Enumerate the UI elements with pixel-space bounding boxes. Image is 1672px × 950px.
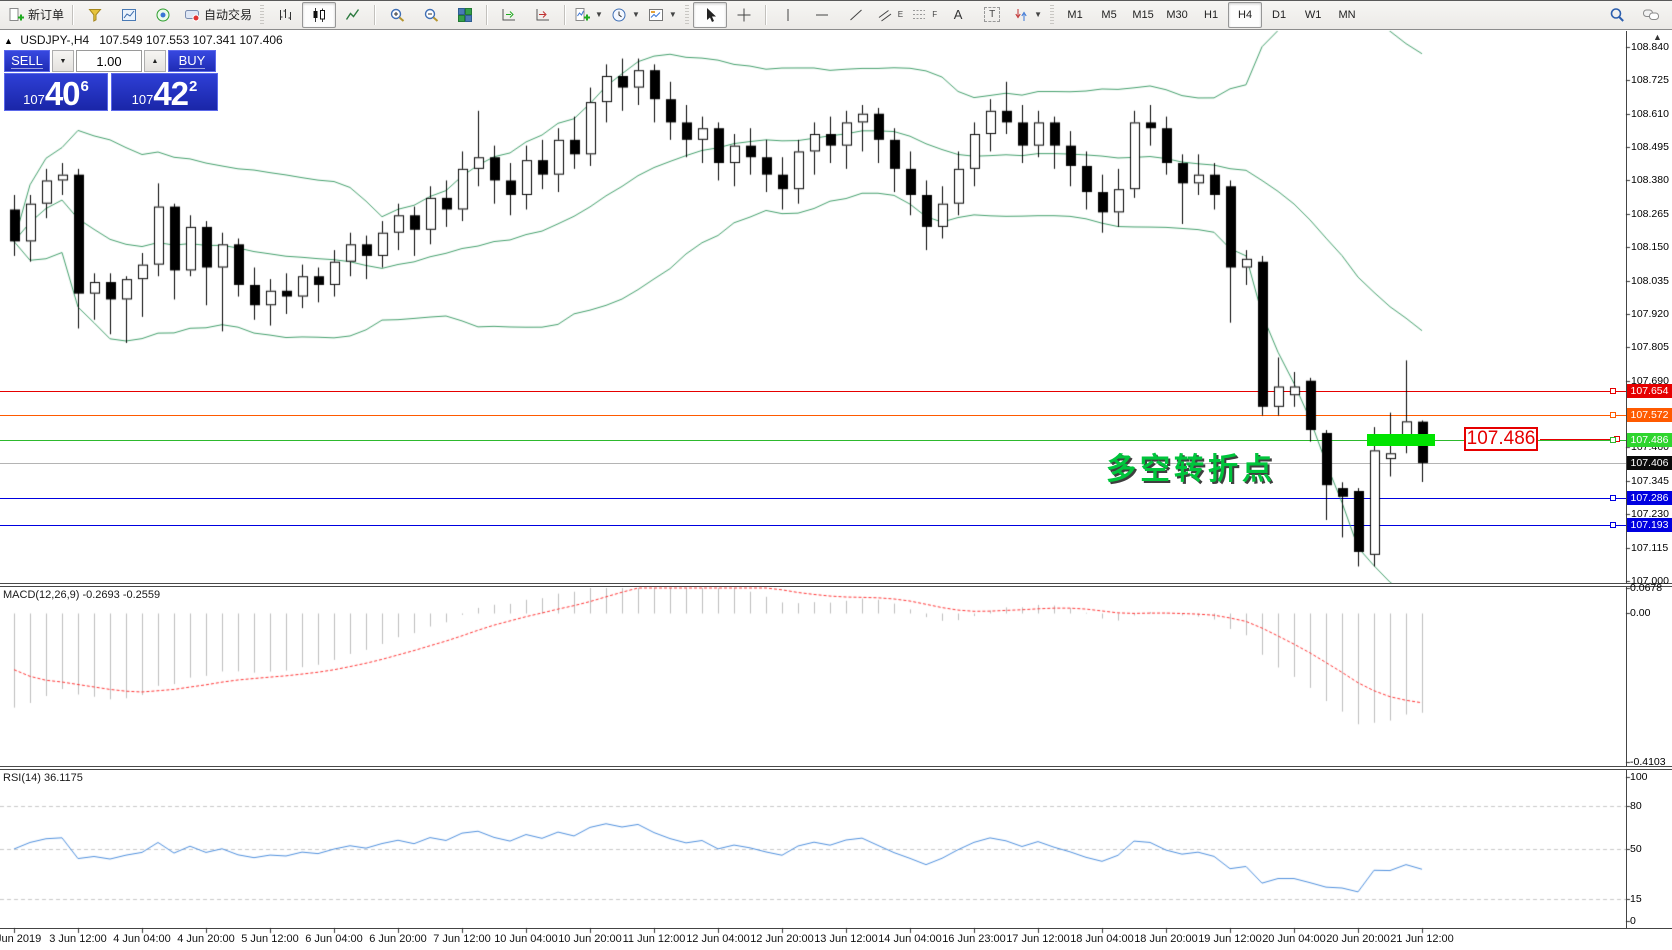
price-level-label: 107.286: [1627, 491, 1672, 505]
time-axis-label: 5 Jun 12:00: [241, 933, 299, 945]
price-level-anchor[interactable]: [1610, 437, 1616, 443]
price-tick-label: 108.840: [1631, 41, 1669, 53]
price-tick-label: 108.035: [1631, 275, 1669, 287]
price-level-anchor[interactable]: [1610, 412, 1616, 418]
price-level-label: 107.654: [1627, 384, 1672, 398]
sell-price-pip: 6: [80, 78, 89, 95]
price-level-label: 107.406: [1627, 456, 1672, 470]
rsi-tick-label: 50: [1630, 843, 1642, 855]
time-axis-label: 12 Jun 20:00: [750, 933, 814, 945]
buy-price-prefix: 107: [131, 92, 154, 107]
ohlc-values: 107.549 107.553 107.341 107.406: [99, 33, 283, 47]
sell-price-prefix: 107: [23, 92, 45, 107]
time-axis-label: 10 Jun 04:00: [494, 933, 558, 945]
rsi-tick-label: 80: [1630, 800, 1642, 812]
time-axis-label: 7 Jun 12:00: [433, 933, 491, 945]
price-level-anchor[interactable]: [1610, 522, 1616, 528]
chart-info-line: ▲ USDJPY-,H4 107.549 107.553 107.341 107…: [4, 33, 283, 47]
symbol-timeframe: USDJPY-,H4: [20, 33, 90, 47]
price-callout-connector: [1540, 439, 1612, 440]
time-axis-label: 4 Jun 04:00: [113, 933, 171, 945]
price-callout-box[interactable]: 107.486: [1464, 427, 1538, 451]
rsi-tick-label: 15: [1630, 893, 1642, 905]
time-axis-label: 3 Jun 2019: [0, 933, 42, 945]
macd-tick-label: 0.0678: [1630, 582, 1663, 594]
time-axis-label: 12 Jun 04:00: [686, 933, 750, 945]
rsi-tick-label: 100: [1630, 771, 1648, 783]
price-level-label: 107.193: [1627, 518, 1672, 532]
price-tick-label: 107.230: [1631, 508, 1669, 520]
time-axis-label: 20 Jun 04:00: [1262, 933, 1326, 945]
price-level-anchor[interactable]: [1610, 495, 1616, 501]
price-tick-label: 108.610: [1631, 108, 1669, 120]
price-tick-label: 107.345: [1631, 475, 1669, 487]
price-level-label: 107.572: [1627, 408, 1672, 422]
buy-price-main: 42: [153, 75, 189, 112]
buy-price-pip: 2: [189, 78, 198, 95]
step-up-icon: ▲: [151, 57, 159, 65]
price-tick-label: 108.265: [1631, 208, 1669, 220]
price-tick-label: 108.380: [1631, 174, 1669, 186]
rsi-label: RSI(14) 36.1175: [3, 772, 83, 784]
macd-tick-label: -0.4103: [1630, 756, 1666, 768]
time-axis-label: 4 Jun 20:00: [177, 933, 235, 945]
time-axis-label: 18 Jun 20:00: [1134, 933, 1198, 945]
price-tick-label: 108.495: [1631, 141, 1669, 153]
time-axis-label: 18 Jun 04:00: [1070, 933, 1134, 945]
rsi-tick-label: 0: [1630, 915, 1636, 927]
price-tick-label: 107.115: [1631, 542, 1669, 554]
time-axis-label: 10 Jun 20:00: [558, 933, 622, 945]
sell-price-main: 40: [44, 75, 81, 112]
step-down-icon: ▼: [59, 57, 67, 65]
time-axis-label: 3 Jun 12:00: [49, 933, 107, 945]
time-axis-label: 20 Jun 20:00: [1326, 933, 1390, 945]
chart-annotation-text[interactable]: 多空转折点: [1106, 453, 1276, 486]
sell-button[interactable]: SELL: [4, 50, 50, 72]
price-level-anchor[interactable]: [1610, 388, 1616, 394]
macd-tick-label: 0.00: [1630, 607, 1651, 619]
axis-scroll-icon: ▲: [1653, 32, 1662, 42]
time-axis-label: 14 Jun 04:00: [878, 933, 942, 945]
volume-decrease-button[interactable]: ▼: [52, 50, 74, 72]
time-axis-label: 17 Jun 12:00: [1006, 933, 1070, 945]
volume-input[interactable]: [76, 50, 142, 72]
buy-price-display[interactable]: 107 42 2: [111, 73, 218, 111]
sell-button-label: SELL: [11, 53, 43, 69]
one-click-trading-panel: SELL ▼ ▲ BUY 107 40 6 107 42 2: [4, 50, 220, 111]
time-axis-label: 21 Jun 12:00: [1390, 933, 1454, 945]
time-axis-label: 16 Jun 23:00: [942, 933, 1006, 945]
time-axis-label: 13 Jun 12:00: [814, 933, 878, 945]
price-tick-label: 108.725: [1631, 74, 1669, 86]
time-axis-label: 6 Jun 04:00: [305, 933, 363, 945]
symbol-collapse-icon[interactable]: ▲: [4, 36, 13, 46]
price-tick-label: 107.920: [1631, 308, 1669, 320]
buy-button-label: BUY: [178, 53, 206, 69]
buy-button[interactable]: BUY: [168, 50, 216, 72]
volume-increase-button[interactable]: ▲: [144, 50, 166, 72]
time-axis-label: 11 Jun 12:00: [622, 933, 686, 945]
highlight-zone-rect[interactable]: [1367, 434, 1435, 446]
time-axis-label: 6 Jun 20:00: [369, 933, 427, 945]
price-level-label: 107.486: [1627, 433, 1672, 447]
time-axis-label: 19 Jun 12:00: [1198, 933, 1262, 945]
macd-label: MACD(12,26,9) -0.2693 -0.2559: [3, 589, 161, 601]
price-tick-label: 107.000: [1631, 575, 1669, 587]
sell-price-display[interactable]: 107 40 6: [4, 73, 108, 111]
price-tick-label: 107.805: [1631, 341, 1669, 353]
price-tick-label: 108.150: [1631, 241, 1669, 253]
